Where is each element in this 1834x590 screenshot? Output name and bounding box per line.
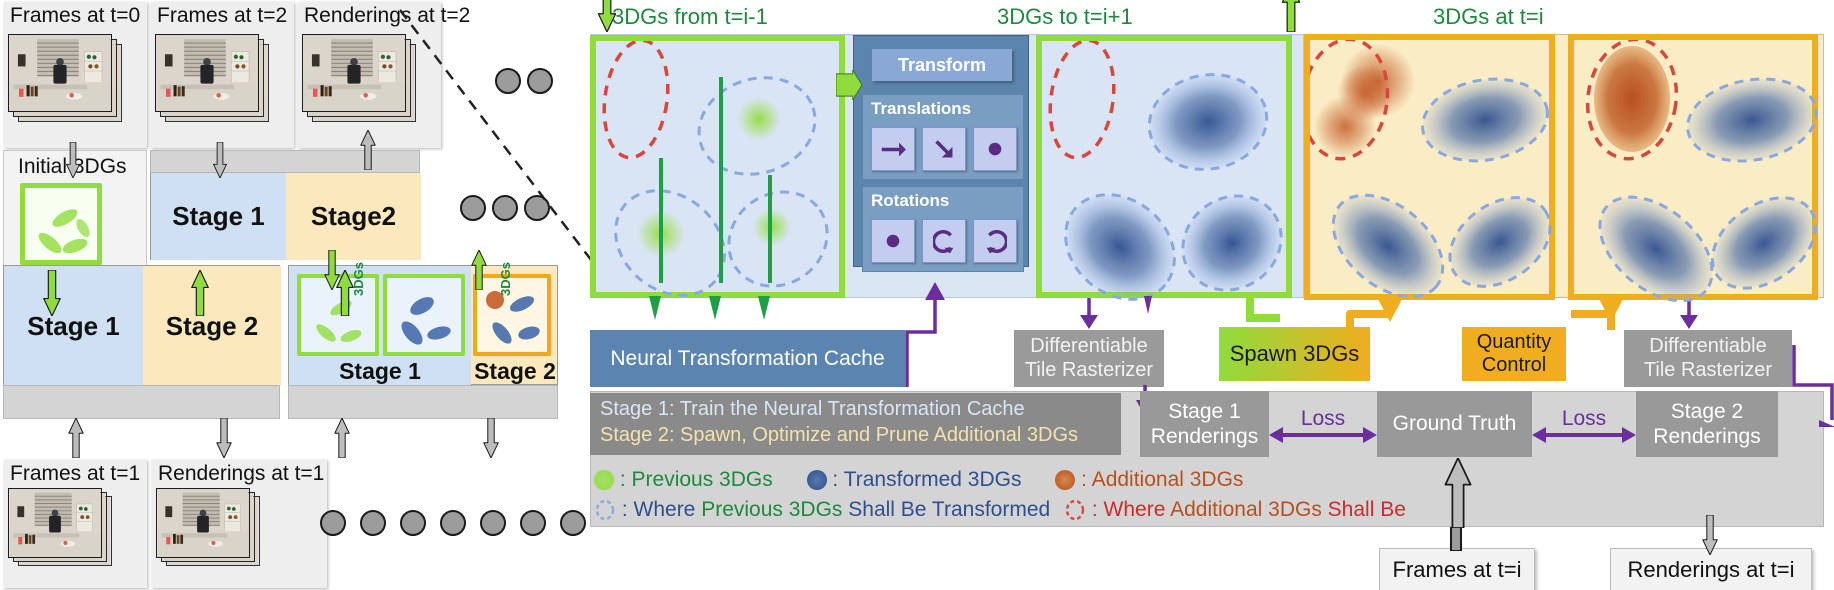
svg-text:Loss: Loss	[1301, 407, 1345, 430]
svg-text:Loss: Loss	[1562, 407, 1606, 430]
